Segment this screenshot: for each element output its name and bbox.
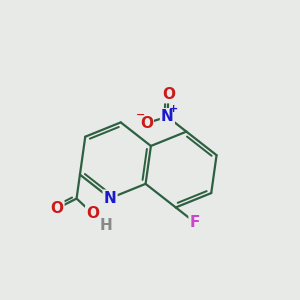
Text: F: F [190,215,200,230]
Text: N: N [104,191,116,206]
Text: −: − [136,110,145,120]
Text: H: H [99,218,112,233]
Text: O: O [86,206,99,221]
Text: +: + [169,103,178,113]
Text: O: O [162,87,175,102]
Text: O: O [50,201,63,216]
Text: O: O [140,116,153,131]
Text: N: N [161,109,174,124]
